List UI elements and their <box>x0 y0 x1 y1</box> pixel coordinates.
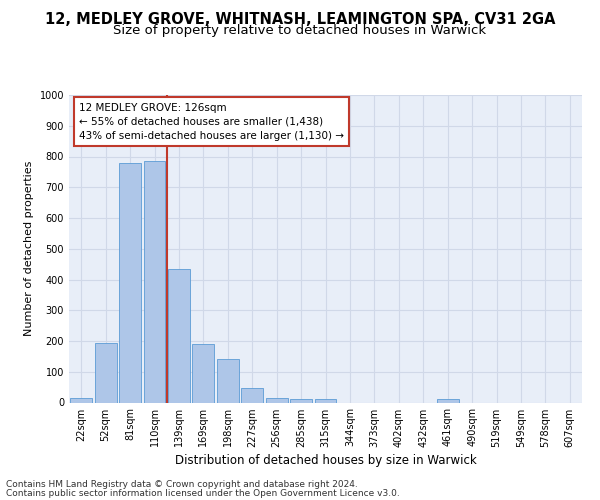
Bar <box>193 344 214 403</box>
Bar <box>290 400 312 402</box>
Bar <box>266 398 287 402</box>
Text: 12, MEDLEY GROVE, WHITNASH, LEAMINGTON SPA, CV31 2GA: 12, MEDLEY GROVE, WHITNASH, LEAMINGTON S… <box>45 12 555 28</box>
Y-axis label: Number of detached properties: Number of detached properties <box>24 161 34 336</box>
Bar <box>119 162 141 402</box>
Text: Size of property relative to detached houses in Warwick: Size of property relative to detached ho… <box>113 24 487 37</box>
Bar <box>95 342 116 402</box>
Bar <box>217 360 239 403</box>
Text: Contains public sector information licensed under the Open Government Licence v3: Contains public sector information licen… <box>6 488 400 498</box>
Text: 12 MEDLEY GROVE: 126sqm
← 55% of detached houses are smaller (1,438)
43% of semi: 12 MEDLEY GROVE: 126sqm ← 55% of detache… <box>79 102 344 141</box>
Bar <box>437 399 458 402</box>
Bar <box>168 268 190 402</box>
Bar <box>314 400 337 402</box>
X-axis label: Distribution of detached houses by size in Warwick: Distribution of detached houses by size … <box>175 454 476 467</box>
Bar <box>241 388 263 402</box>
Text: Contains HM Land Registry data © Crown copyright and database right 2024.: Contains HM Land Registry data © Crown c… <box>6 480 358 489</box>
Bar <box>143 161 166 402</box>
Bar <box>70 398 92 402</box>
